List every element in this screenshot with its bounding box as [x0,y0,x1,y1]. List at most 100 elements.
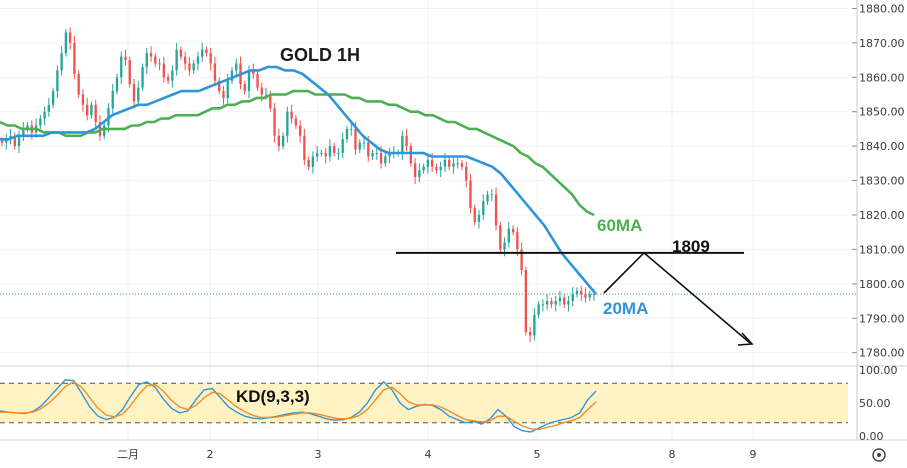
y-tick-label: 1820.00 [859,209,905,222]
candle-body [209,53,212,64]
candle-body [486,194,489,202]
candle-body [537,304,540,315]
candle-body [196,56,200,64]
candle-body [588,294,591,298]
candle-body [358,142,361,150]
candle-body [298,125,302,136]
candle-body [341,139,344,154]
candle-body [230,70,234,81]
candle-body [545,301,549,305]
candle-body [243,84,246,92]
candle-body [260,87,263,95]
candle-body [51,91,55,105]
settings-button[interactable] [872,448,886,462]
chart-title: GOLD 1H [280,45,360,65]
candle-body [354,128,357,150]
candle-body [554,301,557,305]
candle-body [328,146,332,157]
candle-body [477,214,481,222]
candle-body [115,77,119,92]
ma60-label: 60MA [597,216,642,235]
candle-body [86,104,89,116]
candle-body [149,53,153,57]
y-tick-label: 1780.00 [859,347,905,360]
x-tick-label: 8 [669,448,676,461]
candle-body [90,104,93,116]
candle-body [362,142,366,144]
annotations [0,251,857,346]
candle-body [111,91,114,109]
candle-body [5,139,8,143]
kd-y-tick-label: 0.00 [859,430,884,443]
candle-body [580,290,583,295]
candle-body [77,73,80,95]
candle-body [247,70,251,92]
candle-body [516,232,519,250]
y-tick-label: 1800.00 [859,278,905,291]
gear-icon[interactable] [872,448,886,462]
candle-body [465,166,468,181]
candle-body [13,135,16,147]
candle-body [418,170,421,178]
candle-body [192,63,195,71]
candle-body [222,91,225,98]
candles [0,27,596,343]
candle-body [575,290,579,295]
candle-body [460,163,464,167]
candle-body [563,297,566,305]
candle-body [22,128,25,136]
candle-body [94,104,97,123]
candle-body [443,159,447,167]
candle-body [550,301,553,305]
candle-body [499,225,502,250]
candle-body [494,194,498,226]
candle-body [154,56,157,64]
candle-body [56,70,59,92]
candle-body [307,159,310,167]
x-tick-label: 5 [534,448,541,461]
kd-indicator-label: KD(9,3,3) [236,387,310,406]
candle-body [39,118,42,126]
candle-body [132,84,136,102]
candle-body [183,56,187,64]
candle-body [375,153,378,155]
candle-body [294,118,298,126]
y-tick-label: 1860.00 [859,71,905,84]
candle-body [303,135,306,160]
x-tick-label: 4 [425,448,432,461]
text-labels: GOLD 1H 60MA 20MA 1809 KD(9,3,3) [236,45,710,406]
candle-body [350,128,353,130]
gear-icon-hub [877,453,881,457]
candle-body [47,104,51,112]
x-tick-label: 3 [315,448,322,461]
candle-body [367,142,370,157]
candle-body [345,128,349,140]
kd-band [0,383,848,423]
y-tick-label: 1790.00 [859,312,905,325]
candle-body [235,63,238,71]
candle-body [43,111,46,119]
candle-body [281,135,285,147]
candle-body [533,314,536,336]
candle-body [401,135,404,154]
candle-body [188,63,191,71]
candle-body [520,249,523,271]
candle-body [371,153,374,157]
ma-line-60ma [0,89,595,217]
candle-body [64,32,68,54]
candle-body [141,66,144,88]
candle-body [120,56,123,78]
kd-panel: 100.00 50.00 0.00 [0,364,898,443]
candle-body [273,108,276,136]
candle-body [158,63,161,65]
x-tick-label: 二月 [117,448,139,461]
candle-body [68,32,72,43]
candle-body [26,125,29,129]
candle-body [264,94,268,96]
candle-body [384,156,387,164]
kd-y-tick-label: 100.00 [859,364,898,377]
ma-line-20ma [0,65,598,296]
candle-body [558,297,562,302]
candle-body [137,87,140,102]
